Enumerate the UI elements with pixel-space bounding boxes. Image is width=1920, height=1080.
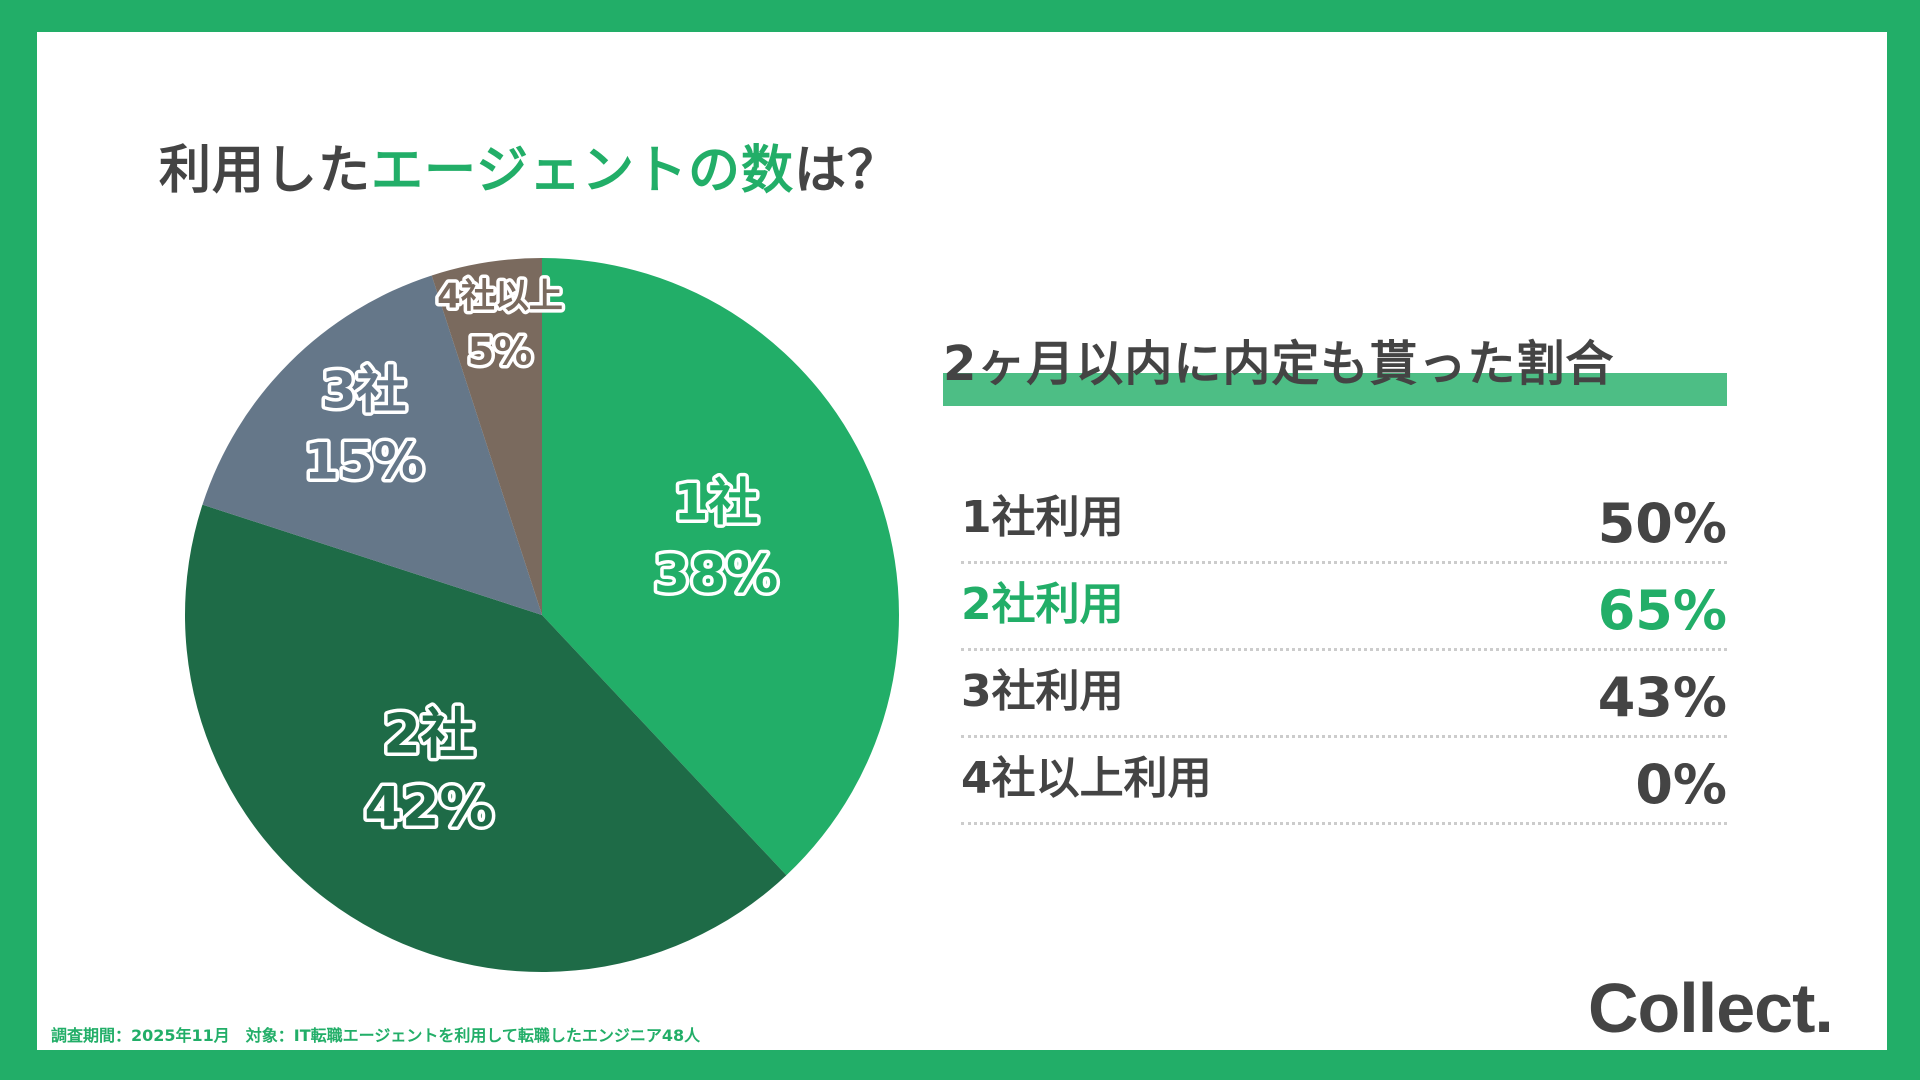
pie-label-name: 1社 — [674, 474, 759, 532]
row-label: 3社利用 — [961, 666, 1124, 717]
pie-label-name: 3社 — [322, 362, 407, 420]
pie-slice-4 — [431, 258, 542, 615]
brand-logo: Collect. — [1588, 969, 1834, 1047]
subtitle-highlight-bar — [943, 373, 1727, 406]
table-row: 2社利用 65% — [961, 565, 1727, 651]
table-row: 3社利用 43% — [961, 652, 1727, 738]
pie-slice-2 — [185, 504, 787, 972]
row-label: 2社利用 — [961, 579, 1124, 630]
row-value: 50% — [1597, 492, 1727, 555]
table-row: 4社以上利用 0% — [961, 739, 1727, 825]
pie-slice-3 — [202, 275, 542, 615]
row-label: 1社利用 — [961, 492, 1124, 543]
row-value: 43% — [1597, 666, 1727, 729]
row-value: 0% — [1635, 753, 1727, 816]
pie-slice-1 — [542, 258, 899, 876]
title-suffix: は？ — [793, 141, 900, 201]
pie-label-value: 15% — [304, 433, 424, 491]
survey-footnote: 調査期間：2025年11月 対象：IT転職エージェントを利用して転職したエンジニ… — [51, 1026, 701, 1045]
side-title-text: 2ヶ月以内に内定も貰った割合 — [943, 336, 1615, 392]
page-title: 利用したエージェントの数は？ — [159, 128, 900, 203]
row-label: 4社以上利用 — [961, 753, 1212, 804]
table-row: 1社利用 50% — [961, 478, 1727, 564]
row-value: 65% — [1597, 579, 1727, 642]
pie-label-value: 38% — [654, 545, 778, 605]
side-title: 2ヶ月以内に内定も貰った割合 — [943, 318, 1727, 408]
pie-label-value: 42% — [364, 776, 493, 839]
pie-label-value: 5% — [468, 330, 533, 374]
title-prefix: 利用した — [159, 141, 372, 201]
title-highlight: エージェントの数 — [371, 141, 794, 201]
pie-label-name: 4社以上 — [437, 277, 563, 317]
pie-label-name: 2社 — [383, 703, 475, 766]
